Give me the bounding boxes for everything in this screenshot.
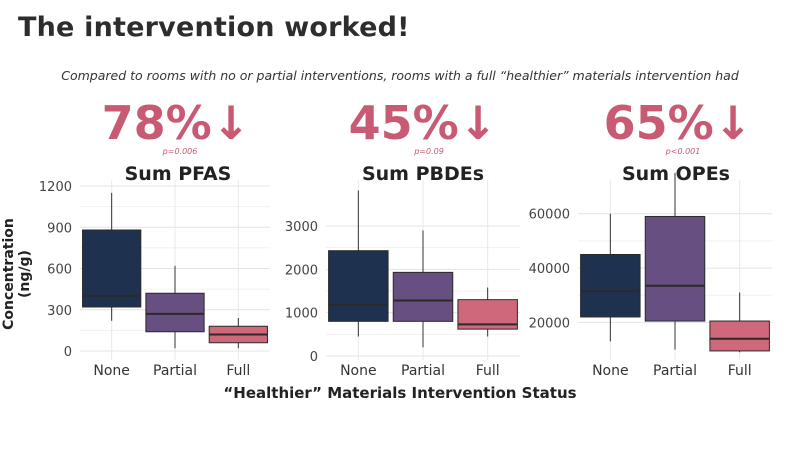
box-partial [644, 215, 706, 322]
slide-subtitle: Compared to rooms with no or partial int… [61, 68, 739, 83]
y-tick-label: 60000 [529, 208, 570, 223]
box-partial [145, 292, 205, 333]
x-tick-label: None [93, 363, 130, 379]
x-tick-label: None [340, 363, 377, 379]
x-tick-label: Full [728, 363, 752, 379]
y-tick-label: 0 [310, 350, 318, 365]
box-none [82, 229, 142, 308]
x-axis-label: “Healthier” Materials Intervention Statu… [223, 384, 577, 402]
x-tick-label: Partial [401, 363, 445, 379]
pbde-reduction: 45%↓ [348, 96, 498, 150]
pfas-reduction: 78%↓ [101, 96, 251, 150]
y-tick-label: 1200 [39, 180, 72, 195]
box-full [709, 320, 770, 352]
ope-pvalue: p<0.001 [665, 147, 701, 156]
slide-title: The intervention worked! [18, 12, 410, 43]
x-tick-label: Partial [653, 363, 697, 379]
pbde-pvalue: p=0.09 [414, 147, 444, 156]
ope-reduction: 65%↓ [603, 96, 753, 150]
x-tick-label: Partial [153, 363, 197, 379]
y-tick-label: 40000 [529, 262, 570, 277]
pfas-pvalue: p=0.006 [162, 147, 198, 156]
y-tick-label: 900 [47, 221, 72, 236]
y-tick-label: 1000 [285, 307, 318, 322]
y-tick-label: 2000 [285, 263, 318, 278]
y-tick-label: 300 [47, 304, 72, 319]
x-tick-label: Full [226, 363, 250, 379]
pfas-panel-title: Sum PFAS [124, 163, 232, 185]
y-tick-label: 0 [64, 345, 72, 360]
pbde-panel-title: Sum PBDEs [361, 163, 485, 185]
box-partial [392, 271, 454, 322]
ope-panel-title: Sum OPEs [622, 163, 730, 185]
x-tick-label: Full [476, 363, 500, 379]
y-tick-label: 3000 [285, 220, 318, 235]
y-tick-label: 600 [47, 263, 72, 278]
x-tick-label: None [592, 363, 629, 379]
box-none [580, 253, 641, 318]
y-tick-label: 20000 [529, 316, 570, 331]
box-none [328, 250, 389, 322]
